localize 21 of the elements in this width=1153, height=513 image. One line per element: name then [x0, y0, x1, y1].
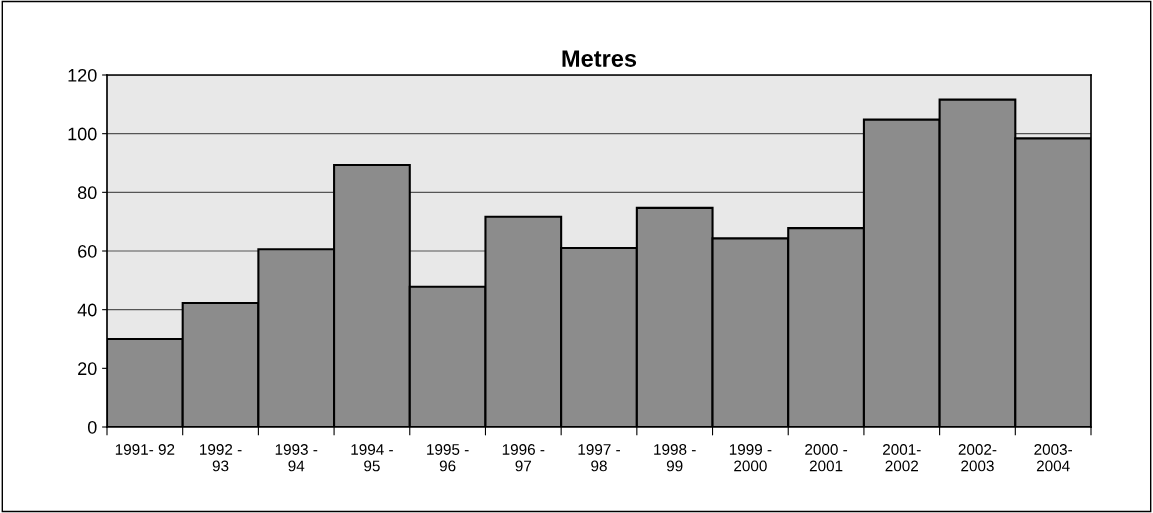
- x-tick-label: 1996 - 97: [502, 444, 545, 472]
- x-tick-label: 2001- 2002: [883, 444, 921, 472]
- y-tick-label: 100: [68, 127, 97, 141]
- x-tick-label: 1995 - 96: [427, 444, 469, 472]
- y-tick-label: 120: [68, 68, 97, 82]
- x-tick-label: 1997 - 98: [578, 444, 620, 472]
- y-tick-label: 20: [78, 362, 97, 376]
- y-tick-label: 0: [87, 420, 97, 434]
- x-tick-label: 1993 - 94: [275, 444, 318, 472]
- x-tick-label: 1999 - 2000: [729, 444, 772, 472]
- x-tick-label: 1998 - 99: [654, 444, 696, 472]
- x-tick-label: 2003- 2004: [1034, 444, 1073, 472]
- y-tick-label: 40: [77, 303, 97, 317]
- x-tick-label: 2002- 2003: [958, 444, 997, 472]
- y-tick-label: 60: [78, 244, 97, 258]
- y-tick-label: 80: [77, 186, 97, 200]
- x-tick-label: 1992 - 93: [200, 444, 242, 472]
- x-tick-label: 2000 - 2001: [805, 444, 848, 472]
- chart-title: Metres: [562, 50, 637, 67]
- x-tick-label: 1991- 92: [115, 444, 175, 455]
- x-tick-label: 1994 - 95: [351, 444, 393, 472]
